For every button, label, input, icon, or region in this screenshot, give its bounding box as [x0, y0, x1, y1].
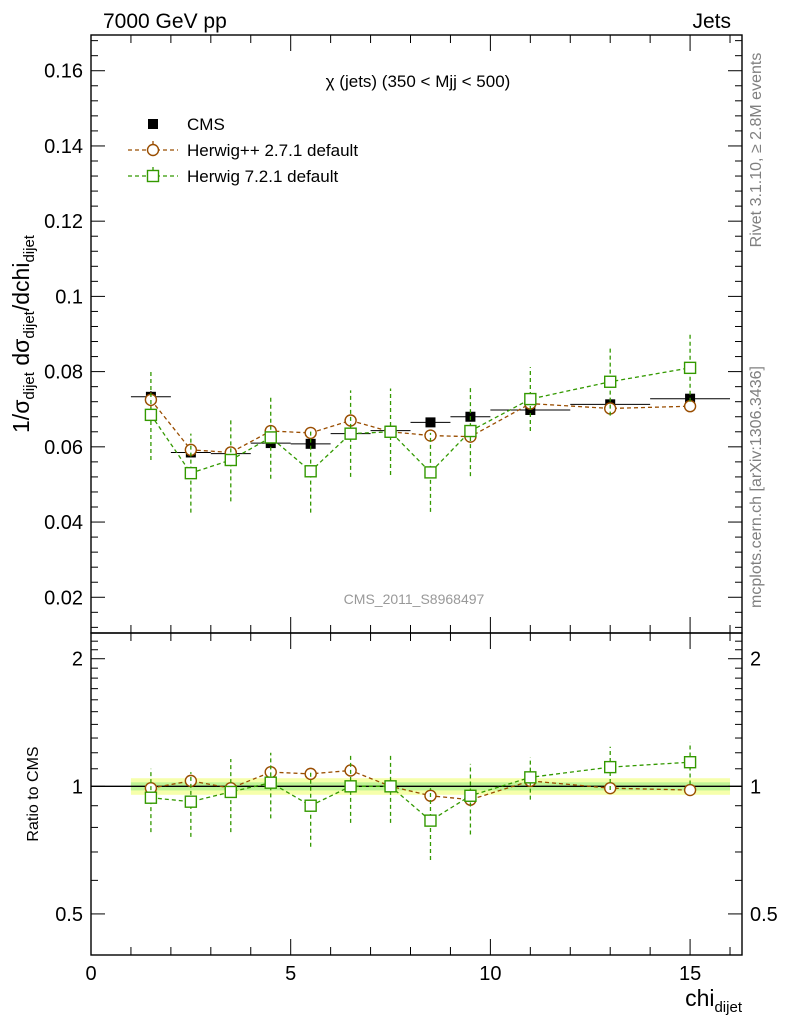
main-y-tick-label: 0.08 — [44, 362, 83, 384]
legend-marker — [146, 169, 160, 183]
legend: CMS Herwig++ 2.7.1 default Herwig 7.2.1 de… — [128, 115, 358, 186]
main-axis-ticks: 0.02 0.04 0.06 0.08 0.1 0.12 0.14 0.16 — [44, 35, 742, 633]
legend-label: CMS — [187, 115, 225, 134]
ratio-data-point — [464, 789, 477, 802]
data-point — [425, 417, 436, 428]
main-y-tick-label: 0.06 — [44, 437, 83, 459]
ratio-series-line — [150, 769, 691, 801]
ratio-data-point — [683, 783, 697, 797]
data-point — [604, 375, 617, 388]
main-y-tick-label: 0.14 — [44, 136, 83, 158]
ratio-y-tick-label-right: 1 — [750, 776, 761, 798]
ratio-data-point — [384, 780, 397, 793]
rivet-info-label: Rivet 3.1.10, ≥ 2.8M events — [748, 53, 765, 248]
ratio-data-point — [524, 771, 537, 784]
series-line — [150, 367, 691, 474]
ratio-series-1 — [144, 742, 697, 861]
ratio-data-point — [224, 785, 237, 799]
y-axis-label: 1/σdijet dσdijet/dchidijet — [8, 234, 38, 433]
x-tick-label: 15 — [679, 963, 701, 985]
ratio-data-point — [304, 799, 317, 812]
data-point — [464, 424, 477, 438]
x-tick-label: 10 — [479, 963, 501, 985]
energy-label: 7000 GeV pp — [103, 10, 227, 33]
series-line — [150, 399, 691, 454]
ratio-plot-frame — [90, 632, 743, 956]
ratio-data-point — [683, 756, 697, 769]
ratio-y-axis-label: Ratio to CMS — [25, 746, 42, 841]
ratio-series-line — [150, 761, 691, 822]
data-point — [264, 431, 277, 444]
analysis-id-label: CMS_2011_S8968497 — [344, 591, 485, 607]
ratio-y-tick-label: 2 — [72, 649, 83, 671]
mcplots-source-label: mcplots.cern.ch [arXiv:1306.3436] — [748, 366, 765, 608]
ratio-data-point — [344, 780, 357, 793]
data-point — [304, 465, 317, 478]
main-y-tick-label: 0.16 — [44, 61, 83, 83]
data-point — [184, 466, 198, 480]
x-axis-label: chidijet — [685, 985, 743, 1016]
ratio-data-point — [424, 814, 437, 827]
data-point — [144, 408, 158, 422]
ratio-data-point — [264, 776, 277, 789]
series-2 — [144, 334, 697, 513]
main-panel: 0.02 0.04 0.06 0.08 0.1 0.12 0.14 0.16 χ (jets)… — [8, 34, 743, 634]
data-point — [524, 392, 537, 406]
legend-label: Herwig 7.2.1 default — [187, 167, 338, 186]
ratio-y-tick-label-right: 0.5 — [750, 904, 778, 926]
ratio-data-point — [604, 760, 617, 774]
ratio-y-tick-label-right: 2 — [750, 649, 761, 671]
legend-marker — [148, 119, 158, 129]
main-y-tick-label: 0.1 — [55, 286, 83, 308]
x-tick-label: 0 — [85, 963, 96, 985]
data-point — [683, 361, 697, 375]
ratio-plot-marks — [91, 742, 742, 861]
main-y-tick-label: 0.04 — [44, 512, 83, 534]
legend-marker — [146, 143, 160, 157]
ratio-axis-ticks: 0 5 10 15 0.5 0.5 1 1 2 2 — [55, 632, 778, 985]
data-point — [384, 425, 397, 438]
category-label: Jets — [692, 10, 731, 33]
ratio-data-point — [184, 795, 198, 808]
ratio-data-point — [144, 791, 158, 804]
data-point — [424, 466, 437, 479]
x-tick-label: 5 — [285, 963, 296, 985]
main-y-tick-label: 0.12 — [44, 211, 83, 233]
ratio-y-tick-label: 1 — [72, 776, 83, 798]
main-plot-title: χ (jets) (350 < Mjj < 500) — [326, 72, 511, 91]
ratio-y-tick-label: 0.5 — [55, 904, 83, 926]
main-plot-marks — [130, 334, 731, 513]
data-point — [305, 438, 316, 449]
ratio-panel: 0 5 10 15 0.5 0.5 1 1 2 2 Ratio to CMS chidijet — [25, 632, 778, 1016]
data-point — [224, 453, 237, 467]
legend-label: Herwig++ 2.7.1 default — [187, 141, 358, 160]
data-point — [344, 427, 357, 440]
main-y-tick-label: 0.02 — [44, 587, 83, 609]
data-point — [683, 400, 697, 413]
